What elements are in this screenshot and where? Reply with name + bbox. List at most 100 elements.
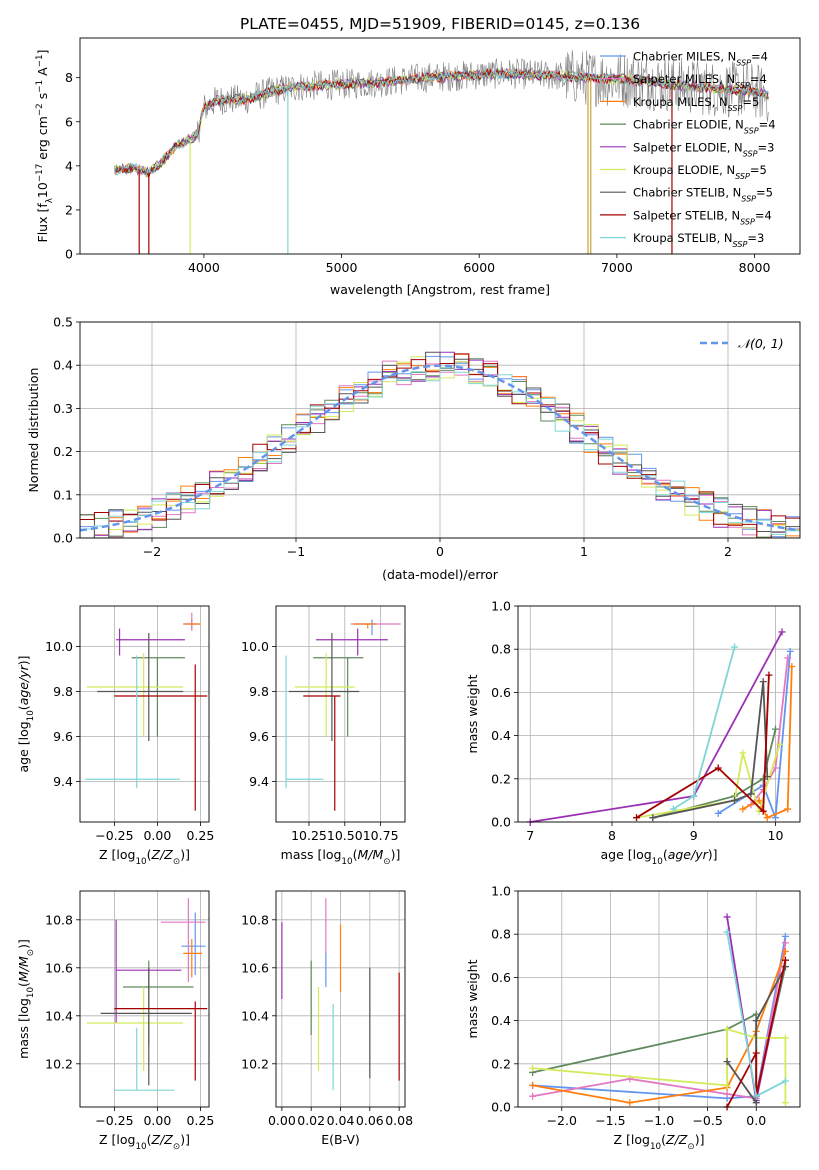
figure-title: PLATE=0455, MJD=51909, FIBERID=0145, z=0… xyxy=(240,15,640,33)
x-axis-label: mass [log10(M/M⊙)] xyxy=(281,847,401,867)
weight-marker xyxy=(529,1092,537,1100)
weight-lines xyxy=(529,913,789,1111)
weight-marker xyxy=(771,725,779,733)
spectrum-lines xyxy=(113,49,769,254)
weight-marker xyxy=(763,814,771,822)
legend-entry: Salpeter MILES, NSSP=4 xyxy=(633,72,767,90)
age-vs-mass-panel: 10.25 10.50 10.75 9.4 9.6 9.8 10.0 mass [log10(… xyxy=(241,605,406,867)
residuals-panel: −2 −1 0 1 2 0.0 0.1 0.2 0.3 0.4 0.5 𝒩(0, 1) (data-mo… xyxy=(26,315,801,582)
model-spectrum-line xyxy=(113,67,769,178)
y-tick-label: 9.6 xyxy=(249,729,269,744)
weight-marker xyxy=(781,1099,789,1107)
weight-marker xyxy=(633,814,641,822)
x-tick-label: 9 xyxy=(690,828,698,843)
weight-vs-age-panel: 7 8 9 10 0.0 0.2 0.4 0.6 0.8 1.0 age [log10(age/yr… xyxy=(465,599,801,867)
model-spectrum-line xyxy=(114,67,769,175)
mass-vs-Z-panel: −0.25 0.00 0.25 10.2 10.4 10.6 10.8 Z [log10(Z/… xyxy=(16,890,214,1152)
y-tick-label: 0.6 xyxy=(491,685,511,700)
x-tick-label: 0.00 xyxy=(143,1113,171,1128)
axes-frame xyxy=(275,605,406,823)
weight-marker xyxy=(781,947,789,955)
x-tick-label: 0.25 xyxy=(186,1113,214,1128)
weight-marker xyxy=(747,790,755,798)
y-axis-label: Normed distribution xyxy=(26,368,41,493)
weight-vs-Z-panel: −2.0 −1.5 −1.0 −0.5 0.0 0.0 0.2 0.4 0.6 0.8 1.0 Z [… xyxy=(465,884,801,1152)
y-tick-label: 10.8 xyxy=(241,912,269,927)
y-tick-label: 0.2 xyxy=(491,1056,511,1071)
weight-marker xyxy=(752,1010,760,1018)
weight-marker xyxy=(752,1017,760,1025)
x-tick-label: 0.0 xyxy=(746,1113,766,1128)
y-tick-label: 0.0 xyxy=(491,815,511,830)
x-axis-label: E(B-V) xyxy=(321,1132,360,1147)
y-tick-label: 0.0 xyxy=(53,531,73,546)
weight-marker xyxy=(731,643,739,651)
x-tick-label: 10.50 xyxy=(327,828,363,843)
x-tick-label: 7 xyxy=(526,828,534,843)
weight-marker xyxy=(781,956,789,964)
weight-marker xyxy=(731,796,739,804)
y-tick-label: 10.0 xyxy=(241,639,269,654)
weight-marker xyxy=(649,814,657,822)
weight-marker xyxy=(529,1081,537,1089)
weight-marker xyxy=(739,805,747,813)
model-spectrum-line xyxy=(114,67,769,179)
residual-histogram xyxy=(80,351,800,538)
axes-frame xyxy=(79,321,801,539)
weight-marker xyxy=(759,775,767,783)
weight-marker xyxy=(759,807,767,815)
y-tick-label: 4 xyxy=(65,158,73,173)
weight-marker xyxy=(723,1081,731,1089)
axes-frame xyxy=(79,37,801,255)
normal-curve-line xyxy=(80,364,800,532)
x-tick-label: 0.00 xyxy=(268,1113,296,1128)
weight-line xyxy=(717,651,792,819)
residual-histogram xyxy=(80,367,800,538)
x-tick-label: 8000 xyxy=(739,260,771,275)
x-tick-label: 6000 xyxy=(463,260,495,275)
y-tick-label: 0.6 xyxy=(491,970,511,985)
x-tick-label: 0 xyxy=(436,544,444,559)
weight-marker xyxy=(723,913,731,921)
errorbars xyxy=(285,619,401,811)
y-tick-label: 9.4 xyxy=(249,774,269,789)
weight-marker xyxy=(626,1099,634,1107)
y-tick-label: 6 xyxy=(65,114,73,129)
y-tick-label: 10.8 xyxy=(45,912,73,927)
weight-marker xyxy=(788,662,796,670)
y-tick-label: 0.1 xyxy=(53,487,73,502)
x-tick-label: 0.06 xyxy=(356,1113,384,1128)
legend-entry: Chabrier STELIB, NSSP=5 xyxy=(633,186,773,204)
y-tick-label: 0.8 xyxy=(491,927,511,942)
weight-marker xyxy=(781,932,789,940)
weight-marker xyxy=(723,1090,731,1098)
spectrum-panel: 4000 5000 6000 7000 8000 0 2 4 6 8 Chabrier MILES,… xyxy=(35,37,801,297)
y-tick-label: 0.2 xyxy=(491,771,511,786)
y-tick-label: 9.4 xyxy=(53,774,73,789)
x-tick-label: −2.0 xyxy=(547,1113,577,1128)
y-tick-label: 0.5 xyxy=(53,315,73,330)
errorbars xyxy=(281,898,400,1091)
weight-marker xyxy=(723,928,731,936)
x-tick-label: 10.75 xyxy=(363,828,399,843)
x-tick-label: 0.02 xyxy=(297,1113,325,1128)
y-tick-label: 10.4 xyxy=(241,1008,269,1023)
weight-marker xyxy=(759,678,767,686)
y-axis-label: Flux [fλ10−17 erg cm−2 s−1 A−1] xyxy=(35,50,55,243)
x-tick-label: 0.00 xyxy=(143,828,171,843)
x-tick-label: −0.25 xyxy=(95,1113,133,1128)
x-tick-label: −1.5 xyxy=(595,1113,625,1128)
weight-marker xyxy=(778,628,786,636)
y-tick-label: 10.6 xyxy=(241,960,269,975)
y-axis-label: mass [log10(M/M⊙)] xyxy=(16,939,36,1059)
weight-marker xyxy=(669,805,677,813)
weight-marker xyxy=(781,939,789,947)
x-tick-label: 0.04 xyxy=(327,1113,355,1128)
y-tick-label: 0.0 xyxy=(491,1100,511,1115)
y-tick-label: 2 xyxy=(65,202,73,217)
age-vs-Z-panel: −0.25 0.00 0.25 9.4 9.6 9.8 10.0 Z [log10(Z/Z⊙)… xyxy=(16,605,214,867)
weight-marker xyxy=(714,764,722,772)
weight-marker xyxy=(723,1025,731,1033)
weight-line xyxy=(532,1027,787,1103)
observed-spectrum-line xyxy=(114,49,769,177)
